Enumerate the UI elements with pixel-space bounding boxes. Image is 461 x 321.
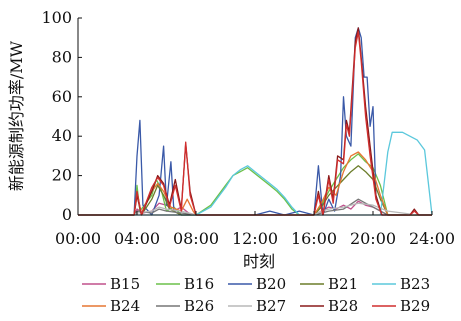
plot-lines	[78, 27, 433, 216]
legend-label: B29	[400, 297, 430, 315]
x-tick-label: 00:00	[55, 229, 101, 248]
legend-label: B23	[400, 275, 430, 293]
series-line-b29	[78, 31, 432, 216]
legend-label: B15	[110, 275, 140, 293]
y-tick-label: 100	[41, 8, 72, 27]
y-tick-label: 80	[52, 47, 72, 66]
x-tick-label: 16:00	[291, 229, 337, 248]
legend-label: B21	[328, 275, 358, 293]
series-line-b28	[78, 27, 432, 216]
y-tick-label: 40	[52, 126, 72, 145]
legend-label: B16	[184, 275, 214, 293]
legend-label: B28	[328, 297, 358, 315]
y-axis-label: 新能源制约功率/MW	[7, 40, 26, 191]
ticks: 00:00 04:00 08:00 12:00 16:00 20:00 24:00 0 20 40…	[41, 8, 455, 248]
x-tick-label: 12:00	[232, 229, 278, 248]
series-line-b23	[78, 131, 433, 216]
series-line-b20	[78, 27, 432, 216]
axes	[77, 18, 432, 216]
x-tick-label: 24:00	[409, 229, 455, 248]
legend-label: B24	[110, 297, 140, 315]
legend-label: B20	[256, 275, 286, 293]
series-line-b27	[78, 202, 432, 216]
legend: B15 B16 B20 B21 B23 B24 B26 B27 B28 B29	[82, 275, 430, 315]
legend-label: B26	[184, 297, 214, 315]
y-tick-label: 0	[62, 205, 72, 224]
x-tick-label: 20:00	[350, 229, 396, 248]
x-tick-label: 04:00	[114, 229, 160, 248]
y-tick-label: 20	[52, 166, 72, 185]
x-axis-label: 时刻	[243, 252, 275, 271]
y-tick-label: 60	[52, 87, 72, 106]
x-tick-label: 08:00	[173, 229, 219, 248]
legend-label: B27	[256, 297, 286, 315]
